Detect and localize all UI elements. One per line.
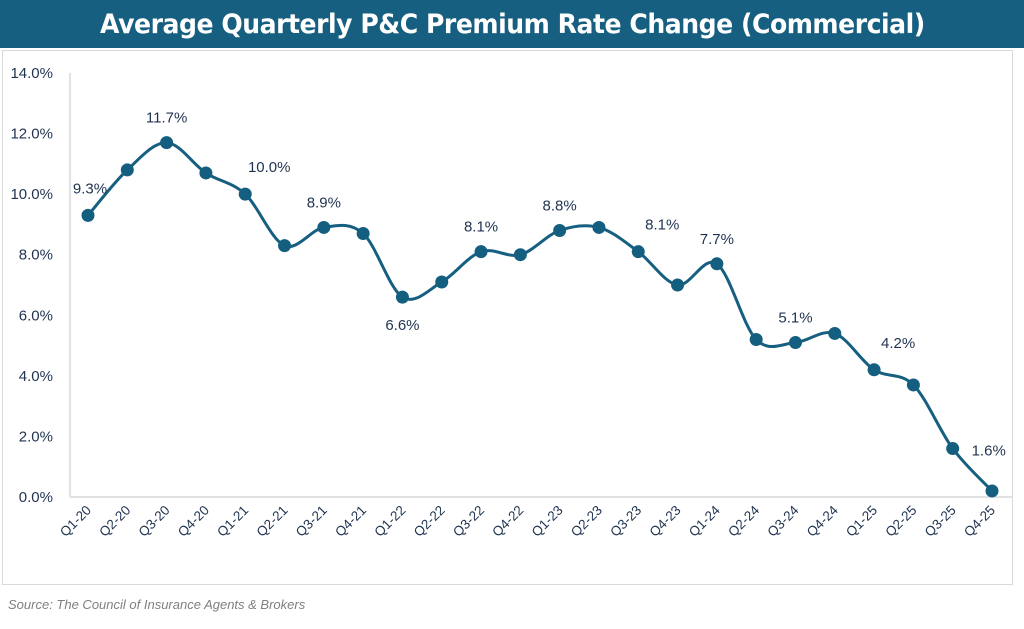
data-label: 7.7%	[700, 231, 734, 248]
y-tick-label: 4.0%	[19, 368, 53, 385]
data-point-q3-23	[631, 245, 645, 259]
x-tick-label: Q3-22	[450, 503, 487, 540]
data-label: 5.1%	[778, 310, 812, 327]
x-tick-label: Q1-23	[529, 503, 566, 540]
x-tick-label: Q1-21	[214, 503, 251, 540]
y-tick-label: 8.0%	[19, 247, 53, 264]
x-tick-label: Q4-21	[332, 503, 369, 540]
x-tick-label: Q2-21	[253, 503, 290, 540]
x-tick-label: Q4-24	[804, 502, 841, 539]
data-point-q2-25	[906, 378, 920, 392]
x-tick-label: Q3-20	[136, 503, 173, 540]
data-point-q4-20	[199, 166, 213, 180]
source-note: Source: The Council of Insurance Agents …	[8, 597, 306, 612]
x-tick-label: Q2-23	[568, 503, 605, 540]
data-point-q3-20	[160, 136, 174, 150]
x-tick-label: Q3-24	[764, 502, 801, 539]
y-tick-label: 2.0%	[19, 428, 53, 445]
data-labels: 9.3% 11.7% 10.0% 8.9% 6.6% 8.1% 8.8% 8.1% 7.7% 5.…	[73, 110, 1006, 460]
data-label: 9.3%	[73, 180, 107, 197]
data-point-q2-24	[749, 333, 763, 347]
data-label: 8.1%	[464, 219, 498, 236]
data-markers	[81, 136, 999, 498]
data-label: 6.6%	[385, 317, 419, 334]
x-tick-label: Q2-22	[411, 503, 448, 540]
x-tick-label: Q4-25	[961, 503, 998, 540]
y-tick-label: 10.0%	[10, 186, 53, 203]
series-line	[86, 141, 994, 492]
data-label: 8.9%	[307, 194, 341, 211]
x-tick-label: Q4-23	[647, 503, 684, 540]
title-bar: Average Quarterly P&C Premium Rate Chang…	[0, 0, 1024, 48]
x-tick-label: Q1-24	[686, 502, 723, 539]
data-point-q3-24	[788, 336, 802, 350]
data-point-q3-22	[474, 245, 488, 259]
data-point-q4-22	[513, 248, 527, 262]
data-point-q4-24	[828, 326, 842, 340]
data-point-q1-25	[867, 363, 881, 377]
data-point-q4-21	[356, 227, 370, 241]
x-tick-label: Q3-25	[922, 503, 959, 540]
x-tick-label: Q2-25	[882, 503, 919, 540]
x-tick-label: Q1-20	[57, 503, 94, 540]
x-tick-label: Q4-22	[489, 503, 526, 540]
y-tick-label: 12.0%	[10, 126, 53, 143]
data-point-q4-25	[985, 484, 999, 498]
data-label: 10.0%	[248, 159, 291, 176]
data-point-q2-22	[435, 275, 449, 289]
data-point-q2-23	[592, 220, 606, 234]
chart-title: Average Quarterly P&C Premium Rate Chang…	[99, 8, 925, 40]
data-point-q1-23	[553, 223, 567, 237]
data-point-q1-20	[81, 208, 95, 222]
data-label: 11.7%	[146, 110, 187, 127]
x-tick-label: Q1-22	[371, 503, 408, 540]
data-point-q3-21	[317, 220, 331, 234]
y-tick-label: 6.0%	[19, 307, 53, 324]
x-tick-label: Q2-24	[725, 502, 762, 539]
x-tick-label: Q2-20	[96, 503, 133, 540]
data-point-q4-23	[671, 278, 685, 292]
data-point-q2-20	[120, 163, 134, 177]
data-point-q2-21	[278, 239, 292, 253]
x-tick-label: Q4-20	[175, 503, 212, 540]
data-point-q1-22	[395, 290, 409, 304]
data-label: 1.6%	[972, 443, 1006, 460]
data-point-q1-21	[238, 187, 252, 201]
data-label: 8.8%	[543, 197, 577, 214]
data-label: 4.2%	[881, 335, 915, 352]
data-label: 8.1%	[645, 217, 679, 234]
data-point-q1-24	[710, 257, 724, 271]
y-tick-label: 14.0%	[10, 65, 53, 82]
axes	[69, 73, 1012, 498]
x-axis-ticks: Q1-20 Q2-20 Q3-20 Q4-20 Q1-21 Q2-21 Q3-21 Q4-21…	[57, 502, 998, 539]
data-point-q3-25	[946, 442, 960, 456]
x-tick-label: Q3-21	[293, 503, 330, 540]
x-tick-label: Q3-23	[607, 503, 644, 540]
y-axis-ticks: 0.0% 2.0% 4.0% 6.0% 8.0% 10.0% 12.0% 14.0%	[10, 65, 53, 506]
y-tick-label: 0.0%	[19, 489, 53, 506]
x-tick-label: Q1-25	[843, 503, 880, 540]
